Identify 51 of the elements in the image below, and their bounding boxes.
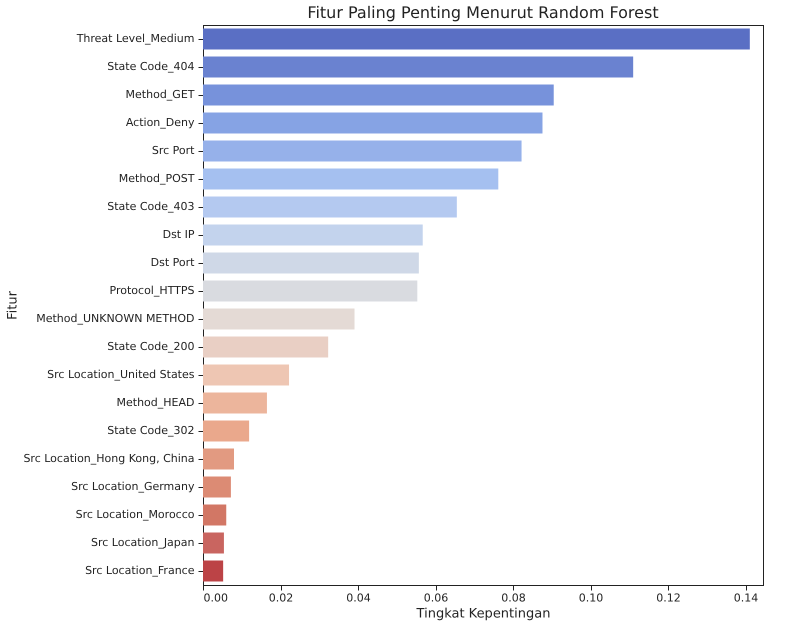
x-tick-label: 0.02 <box>268 592 294 604</box>
bar <box>203 308 355 330</box>
y-axis-title: Fitur <box>5 290 20 320</box>
y-tick-label: Src Location_France <box>85 564 195 577</box>
y-tick-label: Dst IP <box>162 228 195 241</box>
y-tick-label: Method_UNKNOWN METHOD <box>36 312 194 325</box>
bar <box>203 280 418 302</box>
bar <box>203 392 267 414</box>
bar <box>203 504 226 526</box>
x-tick-label: 0.06 <box>424 592 448 604</box>
bar <box>203 364 290 386</box>
y-tick-label: Src Location_Japan <box>90 536 195 549</box>
bar <box>203 196 457 218</box>
bar <box>203 336 328 358</box>
y-tick-label: Method_HEAD <box>116 396 194 409</box>
y-tick-label: Threat Level_Medium <box>76 32 194 45</box>
x-tick-label: 0.10 <box>578 592 604 604</box>
bar <box>203 84 554 106</box>
bar <box>203 476 231 498</box>
y-tick-label: Method_GET <box>126 88 195 101</box>
y-tick-label: Src Location_Hong Kong, China <box>23 452 194 465</box>
bar <box>203 448 234 470</box>
y-tick-label: State Code_200 <box>107 340 194 353</box>
y-tick-label: Src Location_United States <box>47 368 195 381</box>
y-tick-label: Src Location_Germany <box>71 480 195 493</box>
bar <box>203 224 423 246</box>
bar <box>203 560 224 582</box>
x-tick-label: 0.04 <box>346 592 371 604</box>
y-tick-label: State Code_404 <box>107 60 194 73</box>
x-tick-label: 0.14 <box>734 592 758 604</box>
bar <box>203 56 634 78</box>
y-tick-label: Action_Deny <box>126 116 195 129</box>
y-tick-label: Method_POST <box>118 172 195 185</box>
chart-title: Fitur Paling Penting Menurut Random Forest <box>307 3 659 22</box>
bar <box>203 252 419 274</box>
bar <box>203 420 250 442</box>
y-tick-label: Src Port <box>152 144 196 157</box>
bar <box>203 168 498 190</box>
y-tick-label: State Code_403 <box>107 200 194 213</box>
y-tick-label: State Code_302 <box>107 424 194 437</box>
bar <box>203 28 750 50</box>
bar <box>203 532 224 554</box>
x-axis-title: Tingkat Kepentingan <box>416 606 550 622</box>
bar <box>203 140 522 162</box>
y-tick-label: Dst Port <box>150 256 196 269</box>
x-tick-label: 0.12 <box>656 592 681 604</box>
x-tick-label: 0.08 <box>501 592 526 604</box>
y-tick-label: Src Location_Morocco <box>76 508 195 521</box>
x-tick-label: 0.00 <box>204 592 228 604</box>
y-tick-label: Protocol_HTTPS <box>110 284 195 297</box>
bar <box>203 112 542 134</box>
